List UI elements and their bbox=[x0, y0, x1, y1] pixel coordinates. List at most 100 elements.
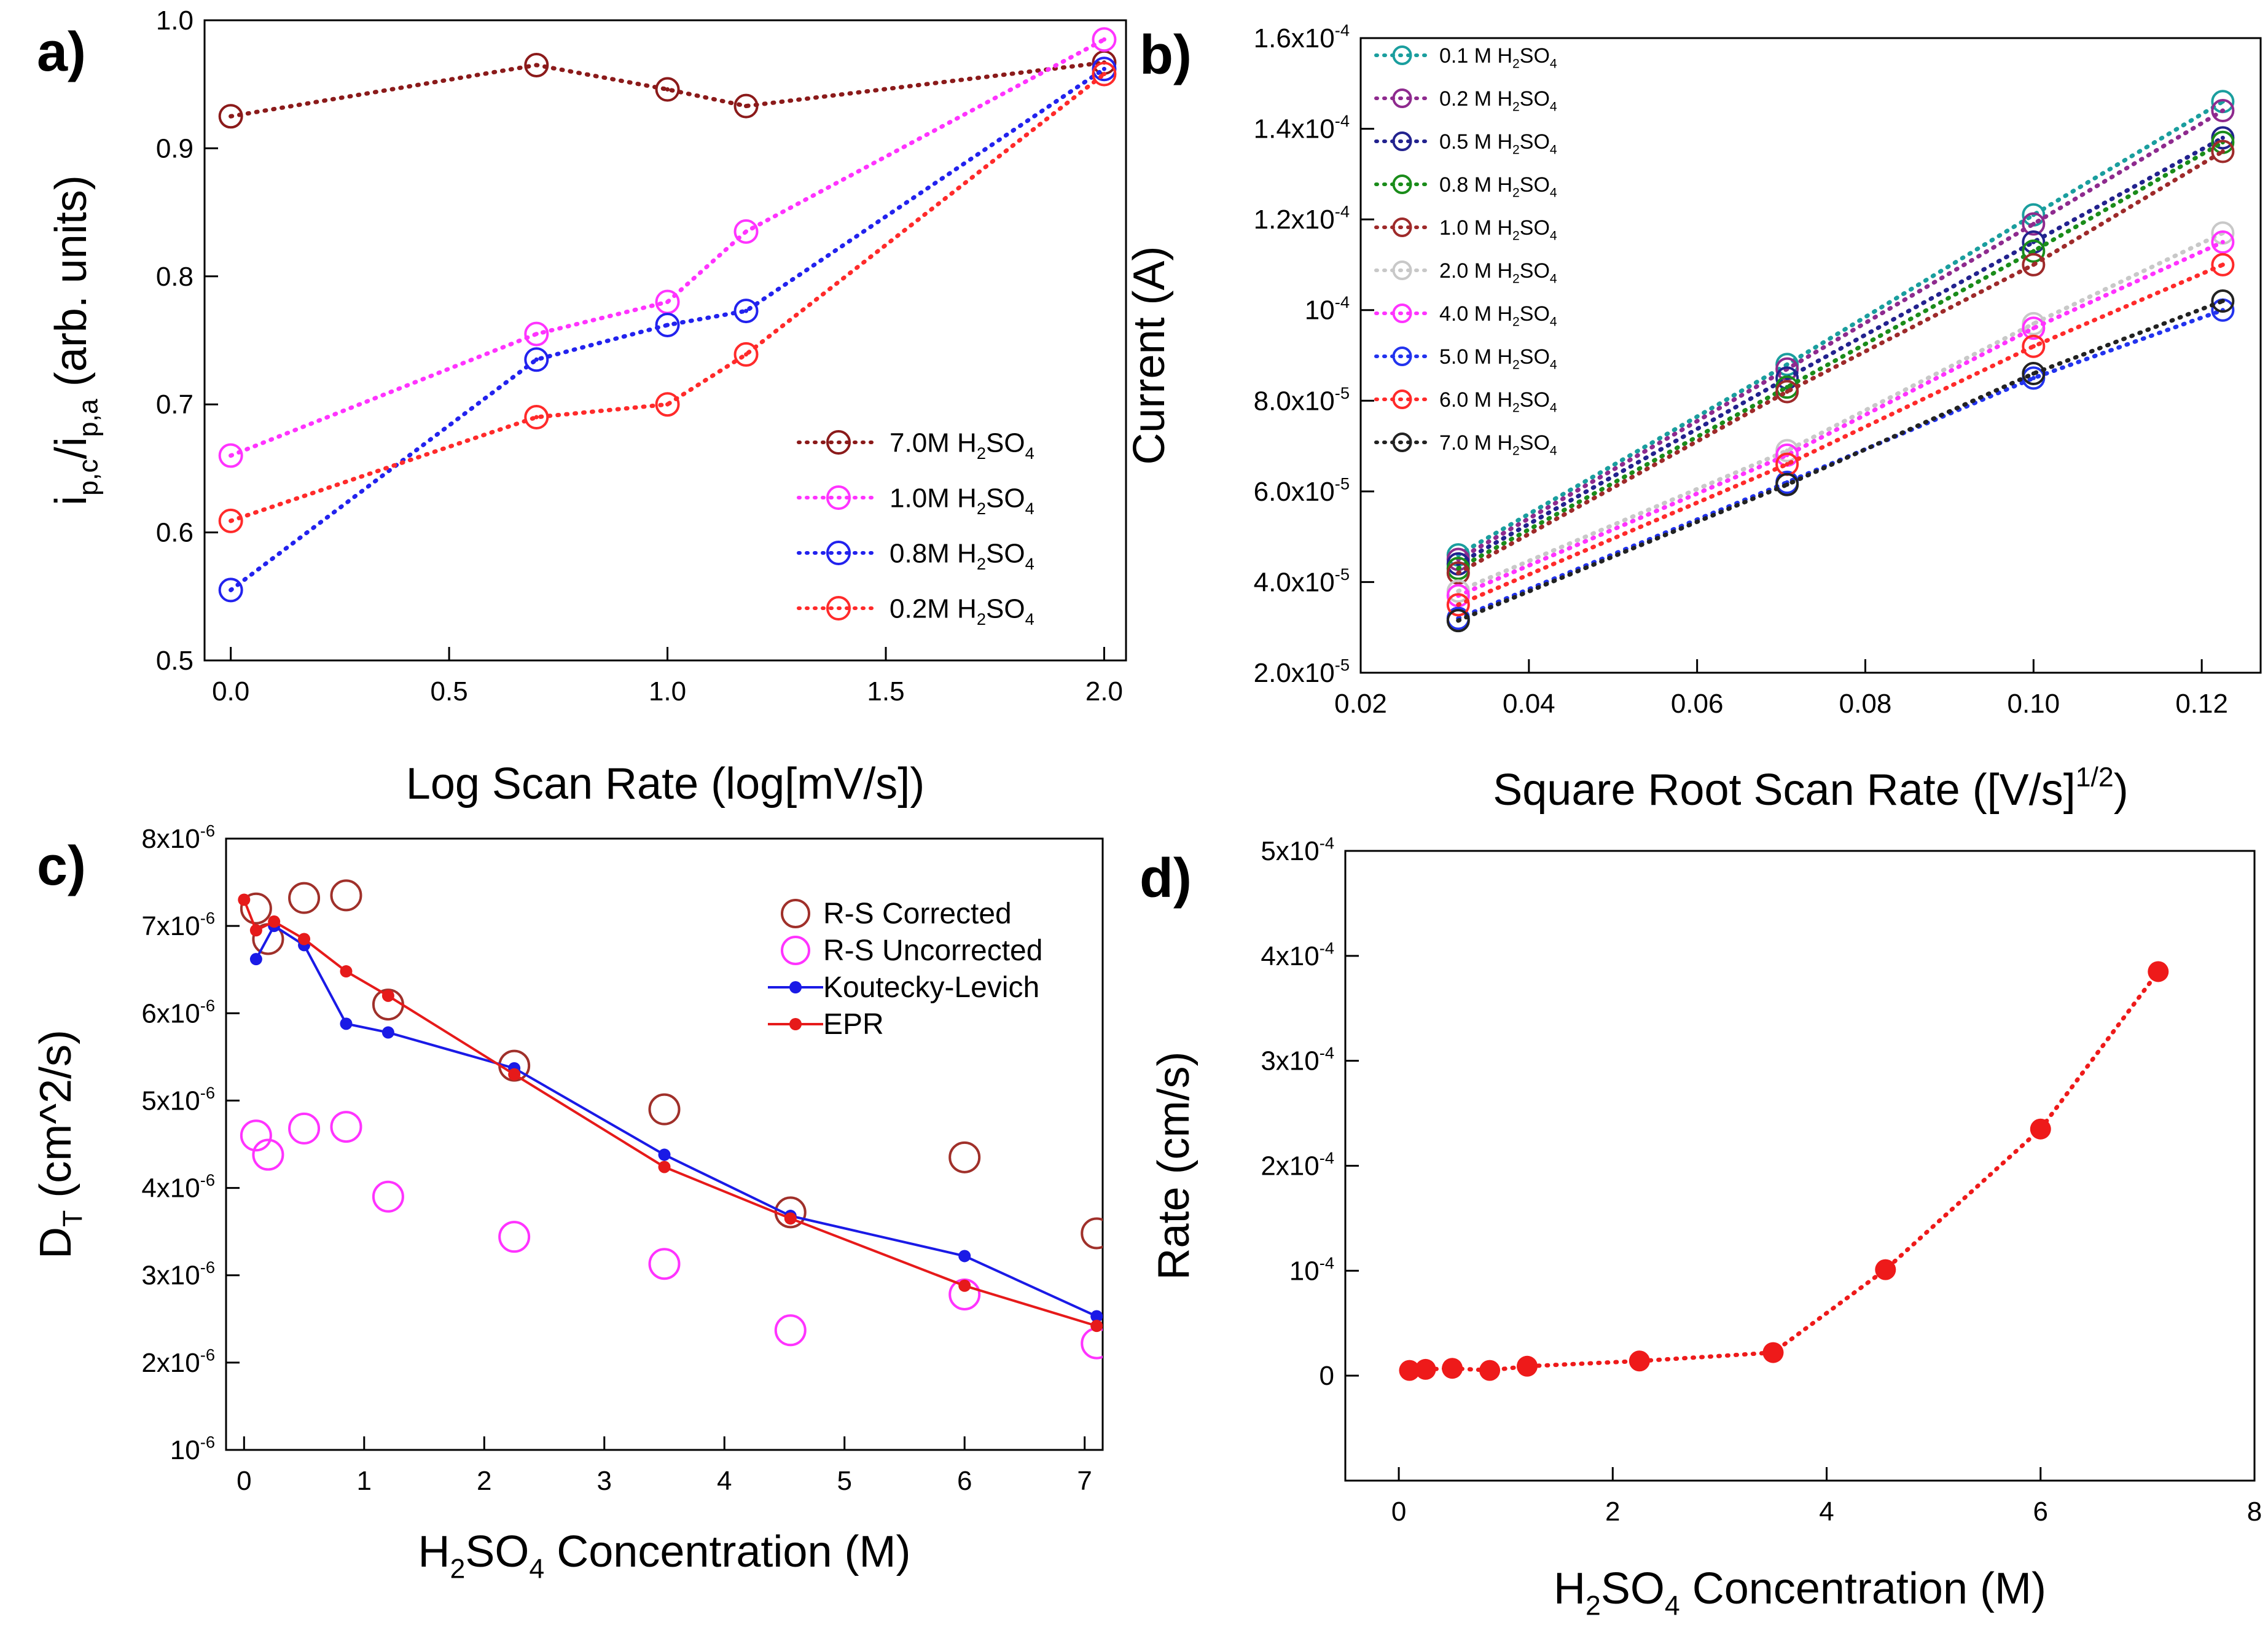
data-point bbox=[240, 892, 272, 925]
data-point bbox=[1775, 472, 1799, 496]
data-point bbox=[524, 405, 549, 430]
data-point bbox=[1092, 61, 1117, 87]
data-point bbox=[498, 1221, 531, 1253]
legend-label: R-S Corrected bbox=[823, 898, 1012, 930]
y-tick-label: 0.7 bbox=[156, 390, 194, 420]
data-point-center bbox=[2031, 326, 2036, 331]
y-tick-label: 0.8 bbox=[156, 262, 194, 292]
y-tick-label: 0 bbox=[1320, 1361, 1334, 1391]
legend-label: EPR bbox=[823, 1008, 884, 1041]
data-point bbox=[784, 1212, 797, 1225]
x-tick-label: 0.5 bbox=[431, 676, 468, 707]
data-point bbox=[340, 965, 353, 978]
legend: 7.0M H2SO4 1.0M H2SO4 0.8M H2SO4 0.2M H2SO4 bbox=[797, 428, 1034, 628]
series-line bbox=[229, 60, 1106, 119]
x-tick-label: 4 bbox=[717, 1466, 732, 1496]
data-point bbox=[655, 392, 680, 417]
data-point-center bbox=[1785, 362, 1789, 367]
legend-marker bbox=[826, 485, 851, 510]
legend-marker bbox=[781, 899, 810, 928]
data-point-center bbox=[2031, 371, 2036, 376]
series-line bbox=[1456, 230, 2225, 593]
data-point bbox=[1090, 1320, 1103, 1333]
plot-frame bbox=[225, 837, 1104, 1451]
data-point bbox=[958, 1250, 971, 1263]
data-point bbox=[2030, 1118, 2051, 1140]
legend: 0.1 M H2SO4 0.2 M H2SO4 0.5 M H2SO4 0.8 M H… bbox=[1374, 44, 1557, 458]
data-point bbox=[1092, 27, 1117, 52]
data-point bbox=[508, 1068, 521, 1081]
data-point-center bbox=[534, 332, 539, 337]
data-point bbox=[524, 321, 549, 347]
y-tick-label: 4.0x10-5 bbox=[1254, 565, 1350, 597]
y-tick-label: 0.9 bbox=[156, 133, 194, 163]
x-axis-label: H2SO4 Concentration (M) bbox=[418, 1527, 911, 1584]
legend-label: 7.0M H2SO4 bbox=[890, 428, 1034, 462]
data-point bbox=[733, 299, 759, 324]
y-tick-label: 1.4x10-4 bbox=[1254, 111, 1350, 144]
data-point bbox=[1446, 609, 1470, 633]
data-point bbox=[1446, 593, 1470, 617]
data-point-center bbox=[1785, 482, 1789, 487]
data-point bbox=[2022, 253, 2046, 276]
x-tick-label: 0.06 bbox=[1671, 689, 1724, 719]
chart-panel: c) 0 1 2 3 4 5 6 7 10-6 2x10-6 3x10-6 4x10-6 5x10-6 6x… bbox=[31, 821, 1104, 1584]
series-line bbox=[1456, 135, 2225, 566]
data-point bbox=[2211, 253, 2235, 276]
data-point bbox=[733, 93, 759, 119]
y-tick-label: 5x10-4 bbox=[1261, 834, 1334, 866]
data-point-center bbox=[1101, 37, 1106, 42]
data-point-center bbox=[2031, 344, 2036, 349]
data-point bbox=[381, 1026, 394, 1039]
y-tick-label: 6.0x10-5 bbox=[1254, 474, 1350, 506]
legend-marker bbox=[1392, 390, 1412, 409]
legend-marker bbox=[1392, 174, 1412, 194]
data-point-center bbox=[534, 415, 539, 420]
chart-panel: d) 0 2 4 6 8 0 10-4 2x10-4 3x10-4 4x10-4 5x10-4 H2SO… bbox=[1140, 834, 2262, 1621]
legend-marker bbox=[1392, 347, 1412, 366]
x-tick-label: 1.0 bbox=[649, 676, 686, 707]
y-tick-label: 10-4 bbox=[1289, 1253, 1334, 1286]
data-point-center bbox=[665, 87, 670, 92]
data-point-center bbox=[665, 299, 670, 304]
x-tick-label: 2 bbox=[1605, 1497, 1620, 1527]
plot-area bbox=[1399, 961, 2169, 1381]
series-line bbox=[1456, 240, 2225, 598]
y-tick-label: 0.6 bbox=[156, 518, 194, 548]
data-point-center bbox=[534, 357, 539, 362]
plot-area bbox=[1446, 90, 2235, 633]
y-tick-label: 1.2x10-4 bbox=[1254, 202, 1350, 235]
legend-marker bbox=[826, 430, 851, 455]
legend-marker bbox=[1392, 260, 1412, 280]
data-point bbox=[249, 953, 262, 966]
plot-frame bbox=[1359, 37, 2262, 674]
x-tick-label: 0.08 bbox=[1839, 689, 1892, 719]
y-tick-label: 10-6 bbox=[170, 1433, 215, 1465]
legend-marker bbox=[826, 596, 851, 621]
data-point bbox=[2022, 362, 2046, 386]
x-axis-label: H2SO4 Concentration (M) bbox=[1554, 1564, 2046, 1621]
legend-marker bbox=[789, 1018, 802, 1030]
data-point bbox=[2211, 139, 2235, 163]
y-tick-label: 2x10-4 bbox=[1261, 1148, 1334, 1181]
data-point bbox=[2211, 230, 2235, 254]
data-point-center bbox=[1456, 589, 1461, 593]
data-point-center bbox=[1456, 618, 1461, 623]
x-tick-label: 2.0 bbox=[1085, 676, 1123, 707]
data-point bbox=[381, 989, 394, 1002]
legend-marker bbox=[1392, 131, 1412, 151]
data-point bbox=[330, 1111, 362, 1143]
legend-marker bbox=[1392, 88, 1412, 108]
data-point bbox=[658, 1148, 671, 1161]
data-point bbox=[774, 1314, 807, 1347]
x-axis-label: Log Scan Rate (log[mV/s]) bbox=[406, 759, 925, 809]
x-tick-label: 0 bbox=[1391, 1497, 1406, 1527]
data-point bbox=[648, 1248, 681, 1280]
data-point bbox=[655, 312, 680, 337]
x-tick-label: 3 bbox=[597, 1466, 612, 1496]
data-point-center bbox=[744, 352, 749, 357]
plot-area bbox=[218, 27, 1117, 603]
x-axis-label: Square Root Scan Rate ([V/s]1/2) bbox=[1493, 762, 2129, 815]
y-axis-label: Current (A) bbox=[1125, 246, 1174, 464]
